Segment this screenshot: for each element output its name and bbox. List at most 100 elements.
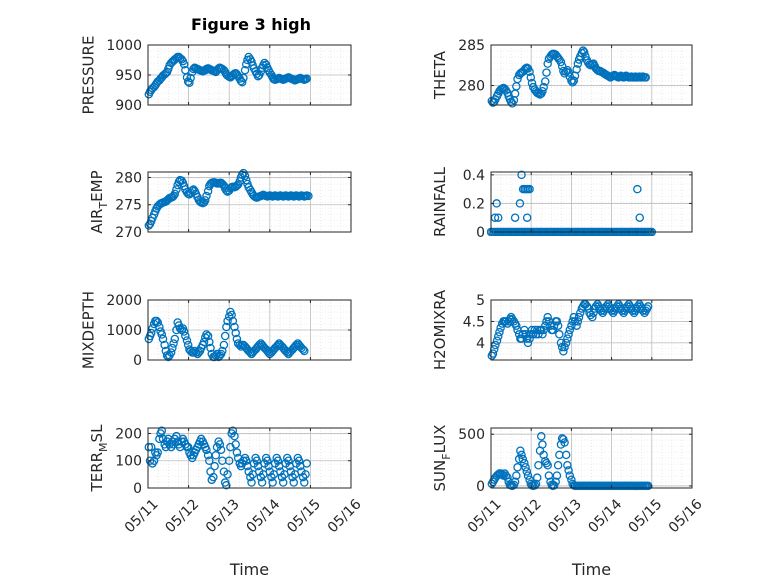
data-point (641, 73, 651, 82)
data-point (565, 471, 575, 480)
data-point (160, 340, 169, 350)
y-tick-label: 2000 (106, 293, 142, 309)
x-tick-label: 05/14 (585, 496, 625, 536)
y-tick-label: 100 (115, 454, 142, 470)
y-tick-label: 1000 (106, 323, 142, 339)
panel-4: 0 1000 2000 MIXDEPTH (80, 291, 352, 369)
data-point (574, 312, 584, 322)
data-point (633, 184, 642, 194)
data-point (560, 342, 569, 352)
data-point (508, 315, 517, 324)
data-point (515, 199, 525, 208)
data-point (557, 61, 567, 71)
data-point (561, 450, 571, 460)
data-point (637, 73, 647, 82)
y-tick-label: 5 (476, 293, 485, 309)
data-point (179, 59, 189, 69)
data-point (210, 461, 219, 471)
y-tick-label: 280 (115, 170, 142, 186)
series-markers (144, 168, 313, 230)
data-point (218, 346, 227, 356)
data-point (553, 321, 563, 330)
y-tick-label: 500 (458, 427, 485, 443)
data-point (513, 463, 522, 472)
data-point (202, 445, 211, 455)
data-point (231, 440, 240, 449)
data-point (539, 450, 548, 460)
x-tick-label: 05/15 (626, 496, 666, 536)
data-point (551, 477, 560, 487)
data-point (522, 467, 532, 476)
data-point (541, 77, 550, 86)
data-point (199, 337, 209, 347)
data-point (215, 351, 225, 360)
data-point (216, 445, 226, 455)
data-point (168, 343, 177, 353)
data-point (145, 456, 155, 465)
data-point (512, 471, 521, 480)
data-point (267, 472, 276, 482)
x-tick-label: 05/14 (244, 496, 284, 536)
data-point (532, 325, 542, 335)
data-point (539, 82, 548, 92)
data-point (205, 337, 214, 347)
panel-0: 900 950 1000 PRESSURE (80, 36, 352, 114)
data-point (602, 302, 611, 311)
data-point (493, 332, 503, 341)
data-point (300, 478, 309, 487)
data-point (240, 65, 250, 75)
data-point (170, 334, 180, 344)
data-point (607, 306, 616, 315)
data-point (517, 450, 526, 460)
data-point (564, 330, 573, 339)
data-point (538, 440, 547, 449)
data-point (591, 302, 601, 311)
data-point (532, 473, 542, 482)
data-point (531, 479, 541, 489)
panel-2: 270 275 280 AIRTEMP (88, 168, 352, 241)
x-tick-label: 05/16 (666, 496, 706, 536)
y-axis-label: RAINFALL (431, 166, 449, 237)
data-point (298, 472, 308, 482)
data-point (228, 316, 238, 326)
data-point (172, 185, 181, 194)
data-point (239, 73, 248, 83)
y-tick-label: 950 (115, 68, 142, 84)
data-point (561, 338, 571, 348)
data-point (182, 73, 192, 82)
data-point (232, 448, 242, 457)
data-point (301, 470, 310, 479)
data-point (523, 471, 533, 480)
data-point (157, 426, 167, 435)
x-tick-label: 05/13 (203, 496, 243, 536)
data-point (182, 336, 192, 345)
data-point (247, 478, 256, 487)
y-tick-label: 900 (115, 98, 142, 114)
data-point (161, 68, 171, 78)
data-point (155, 322, 164, 332)
data-point (289, 478, 299, 487)
y-tick-label: 280 (458, 79, 485, 95)
y-axis-label: TERRMSL (88, 424, 110, 493)
data-point (216, 178, 226, 188)
data-point (581, 300, 590, 309)
axes-box (147, 171, 352, 233)
x-axis-label: Time (571, 560, 611, 579)
panel-1: 280 285 THETA (431, 38, 693, 108)
panel-6: 0 100 200 TERRMSL 05/11 05/12 05/13 05/14 05/15 0… (88, 424, 364, 579)
data-point (548, 325, 558, 335)
data-point (194, 348, 203, 357)
data-point (539, 325, 548, 335)
data-point (518, 454, 528, 464)
data-point (200, 196, 210, 205)
data-point (242, 175, 251, 185)
data-point (520, 458, 529, 468)
data-point (256, 472, 266, 482)
x-tick-label: 05/13 (545, 496, 585, 536)
data-point (584, 58, 593, 68)
panel-5: 4 4.5 5 H2OMIXRA (431, 289, 693, 370)
data-point (563, 334, 572, 343)
data-point (220, 331, 230, 341)
y-tick-label: 285 (458, 38, 485, 54)
